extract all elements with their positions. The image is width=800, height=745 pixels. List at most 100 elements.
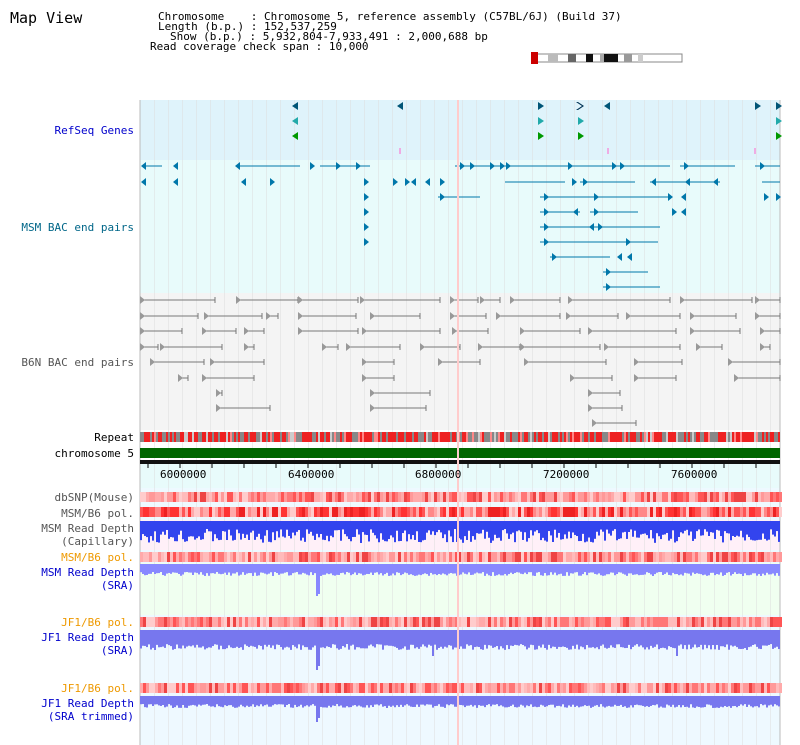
msm-read-depth-sra-track[interactable] xyxy=(140,564,780,596)
pol-segment xyxy=(704,552,707,562)
pol-segment xyxy=(452,617,455,627)
msm-b6-pol-track-1[interactable] xyxy=(140,507,782,517)
label-msm-depth-sra[interactable]: MSM Read Depth (SRA) xyxy=(41,566,134,592)
jf1-read-depth-sra-track[interactable] xyxy=(140,630,780,670)
jf1-b6-pol-track-1[interactable] xyxy=(140,617,782,627)
pol-segment xyxy=(620,552,623,562)
label-jf1-b6-pol-2[interactable]: JF1/B6 pol. xyxy=(61,682,134,695)
depth-bar xyxy=(556,696,558,706)
depth-bar xyxy=(478,630,480,648)
pol-segment xyxy=(224,617,227,627)
label-msm-b6-pol-2[interactable]: MSM/B6 pol. xyxy=(61,551,134,564)
pol-segment xyxy=(197,552,200,562)
label-dbsnp[interactable]: dbSNP(Mouse) xyxy=(54,491,134,504)
depth-bar xyxy=(492,564,494,573)
b6n-bac-end-marker xyxy=(588,389,593,397)
msm-bac-end-markers[interactable] xyxy=(141,162,781,291)
label-jf1-depth-sra[interactable]: JF1 Read Depth (SRA) xyxy=(41,631,134,657)
depth-bar xyxy=(262,521,264,543)
depth-bar xyxy=(776,521,778,532)
dbsnp-segment xyxy=(581,492,584,502)
repeat-segment xyxy=(210,432,212,442)
chromosome-bar[interactable] xyxy=(140,448,780,458)
jf1-read-depth-trimmed-track[interactable] xyxy=(140,696,780,722)
depth-bar xyxy=(492,696,494,705)
label-chromosome[interactable]: chromosome 5 xyxy=(54,447,134,460)
label-msm-b6-pol-1[interactable]: MSM/B6 pol. xyxy=(61,507,134,520)
depth-bar xyxy=(160,521,162,535)
depth-bar xyxy=(604,630,606,648)
depth-bar xyxy=(330,564,332,574)
repeat-segment xyxy=(618,432,620,442)
pol-segment xyxy=(323,617,326,627)
depth-bar xyxy=(664,696,666,708)
repeat-segment xyxy=(340,432,342,442)
depth-bar xyxy=(240,521,242,540)
repeat-segment xyxy=(714,432,716,442)
chromosome-ideogram[interactable] xyxy=(528,51,688,65)
depth-bar xyxy=(768,564,770,575)
depth-bar xyxy=(174,630,176,649)
pol-segment xyxy=(392,552,395,562)
jf1-b6-pol-track-2[interactable] xyxy=(140,683,782,693)
label-repeat[interactable]: Repeat xyxy=(94,431,134,444)
pol-segment xyxy=(185,507,188,517)
pol-segment xyxy=(581,552,584,562)
depth-bar xyxy=(612,696,614,707)
pol-segment xyxy=(551,552,554,562)
dbsnp-segment xyxy=(146,492,149,502)
dbsnp-segment xyxy=(296,492,299,502)
depth-bar xyxy=(320,564,322,576)
pol-segment xyxy=(710,507,713,517)
depth-bar xyxy=(322,564,324,575)
label-b6n-bac[interactable]: B6N BAC end pairs xyxy=(21,356,134,369)
depth-bar xyxy=(370,564,372,573)
repeat-segment xyxy=(556,432,558,442)
depth-bar xyxy=(570,630,572,650)
depth-bar xyxy=(400,630,402,650)
depth-bar xyxy=(646,564,648,573)
pol-segment xyxy=(290,683,293,693)
label-refseq-genes[interactable]: RefSeq Genes xyxy=(54,124,134,137)
b6n-bac-end-marker xyxy=(370,312,375,320)
label-jf1-b6-pol-1[interactable]: JF1/B6 pol. xyxy=(61,616,134,629)
dbsnp-segment xyxy=(722,492,725,502)
pol-segment xyxy=(548,507,551,517)
depth-bar xyxy=(224,564,226,573)
depth-bar xyxy=(652,521,654,539)
repeat-track[interactable] xyxy=(140,432,780,442)
pol-segment xyxy=(683,683,686,693)
dbsnp-track[interactable] xyxy=(140,492,782,502)
depth-bar xyxy=(342,521,344,530)
pol-segment xyxy=(461,617,464,627)
repeat-segment xyxy=(592,432,594,442)
depth-bar xyxy=(200,521,202,540)
pol-segment xyxy=(278,552,281,562)
depth-bar xyxy=(652,696,654,705)
depth-bar xyxy=(436,630,438,650)
pol-segment xyxy=(266,552,269,562)
depth-bar xyxy=(720,696,722,707)
dbsnp-segment xyxy=(701,492,704,502)
label-msm-bac[interactable]: MSM BAC end pairs xyxy=(21,221,134,234)
repeat-segment xyxy=(704,432,706,442)
pol-segment xyxy=(590,617,593,627)
pol-segment xyxy=(776,507,779,517)
msm-read-depth-capillary-track[interactable] xyxy=(140,521,780,543)
depth-bar xyxy=(226,564,228,575)
repeat-segment xyxy=(302,432,304,442)
pol-segment xyxy=(188,507,191,517)
depth-bar xyxy=(422,630,424,645)
refseq-genes[interactable] xyxy=(292,102,782,154)
label-msm-depth-capillary[interactable]: MSM Read Depth (Capillary) xyxy=(41,522,134,548)
depth-bar xyxy=(480,564,482,574)
b6n-bac-end-markers[interactable] xyxy=(140,296,765,427)
msm-b6-pol-track-2[interactable] xyxy=(140,552,782,562)
depth-bar xyxy=(356,630,358,648)
depth-bar xyxy=(348,521,350,540)
label-jf1-depth-trimmed[interactable]: JF1 Read Depth (SRA trimmed) xyxy=(41,697,134,723)
pol-segment xyxy=(548,617,551,627)
depth-bar xyxy=(582,696,584,707)
depth-bar xyxy=(192,521,194,537)
dbsnp-segment xyxy=(608,492,611,502)
